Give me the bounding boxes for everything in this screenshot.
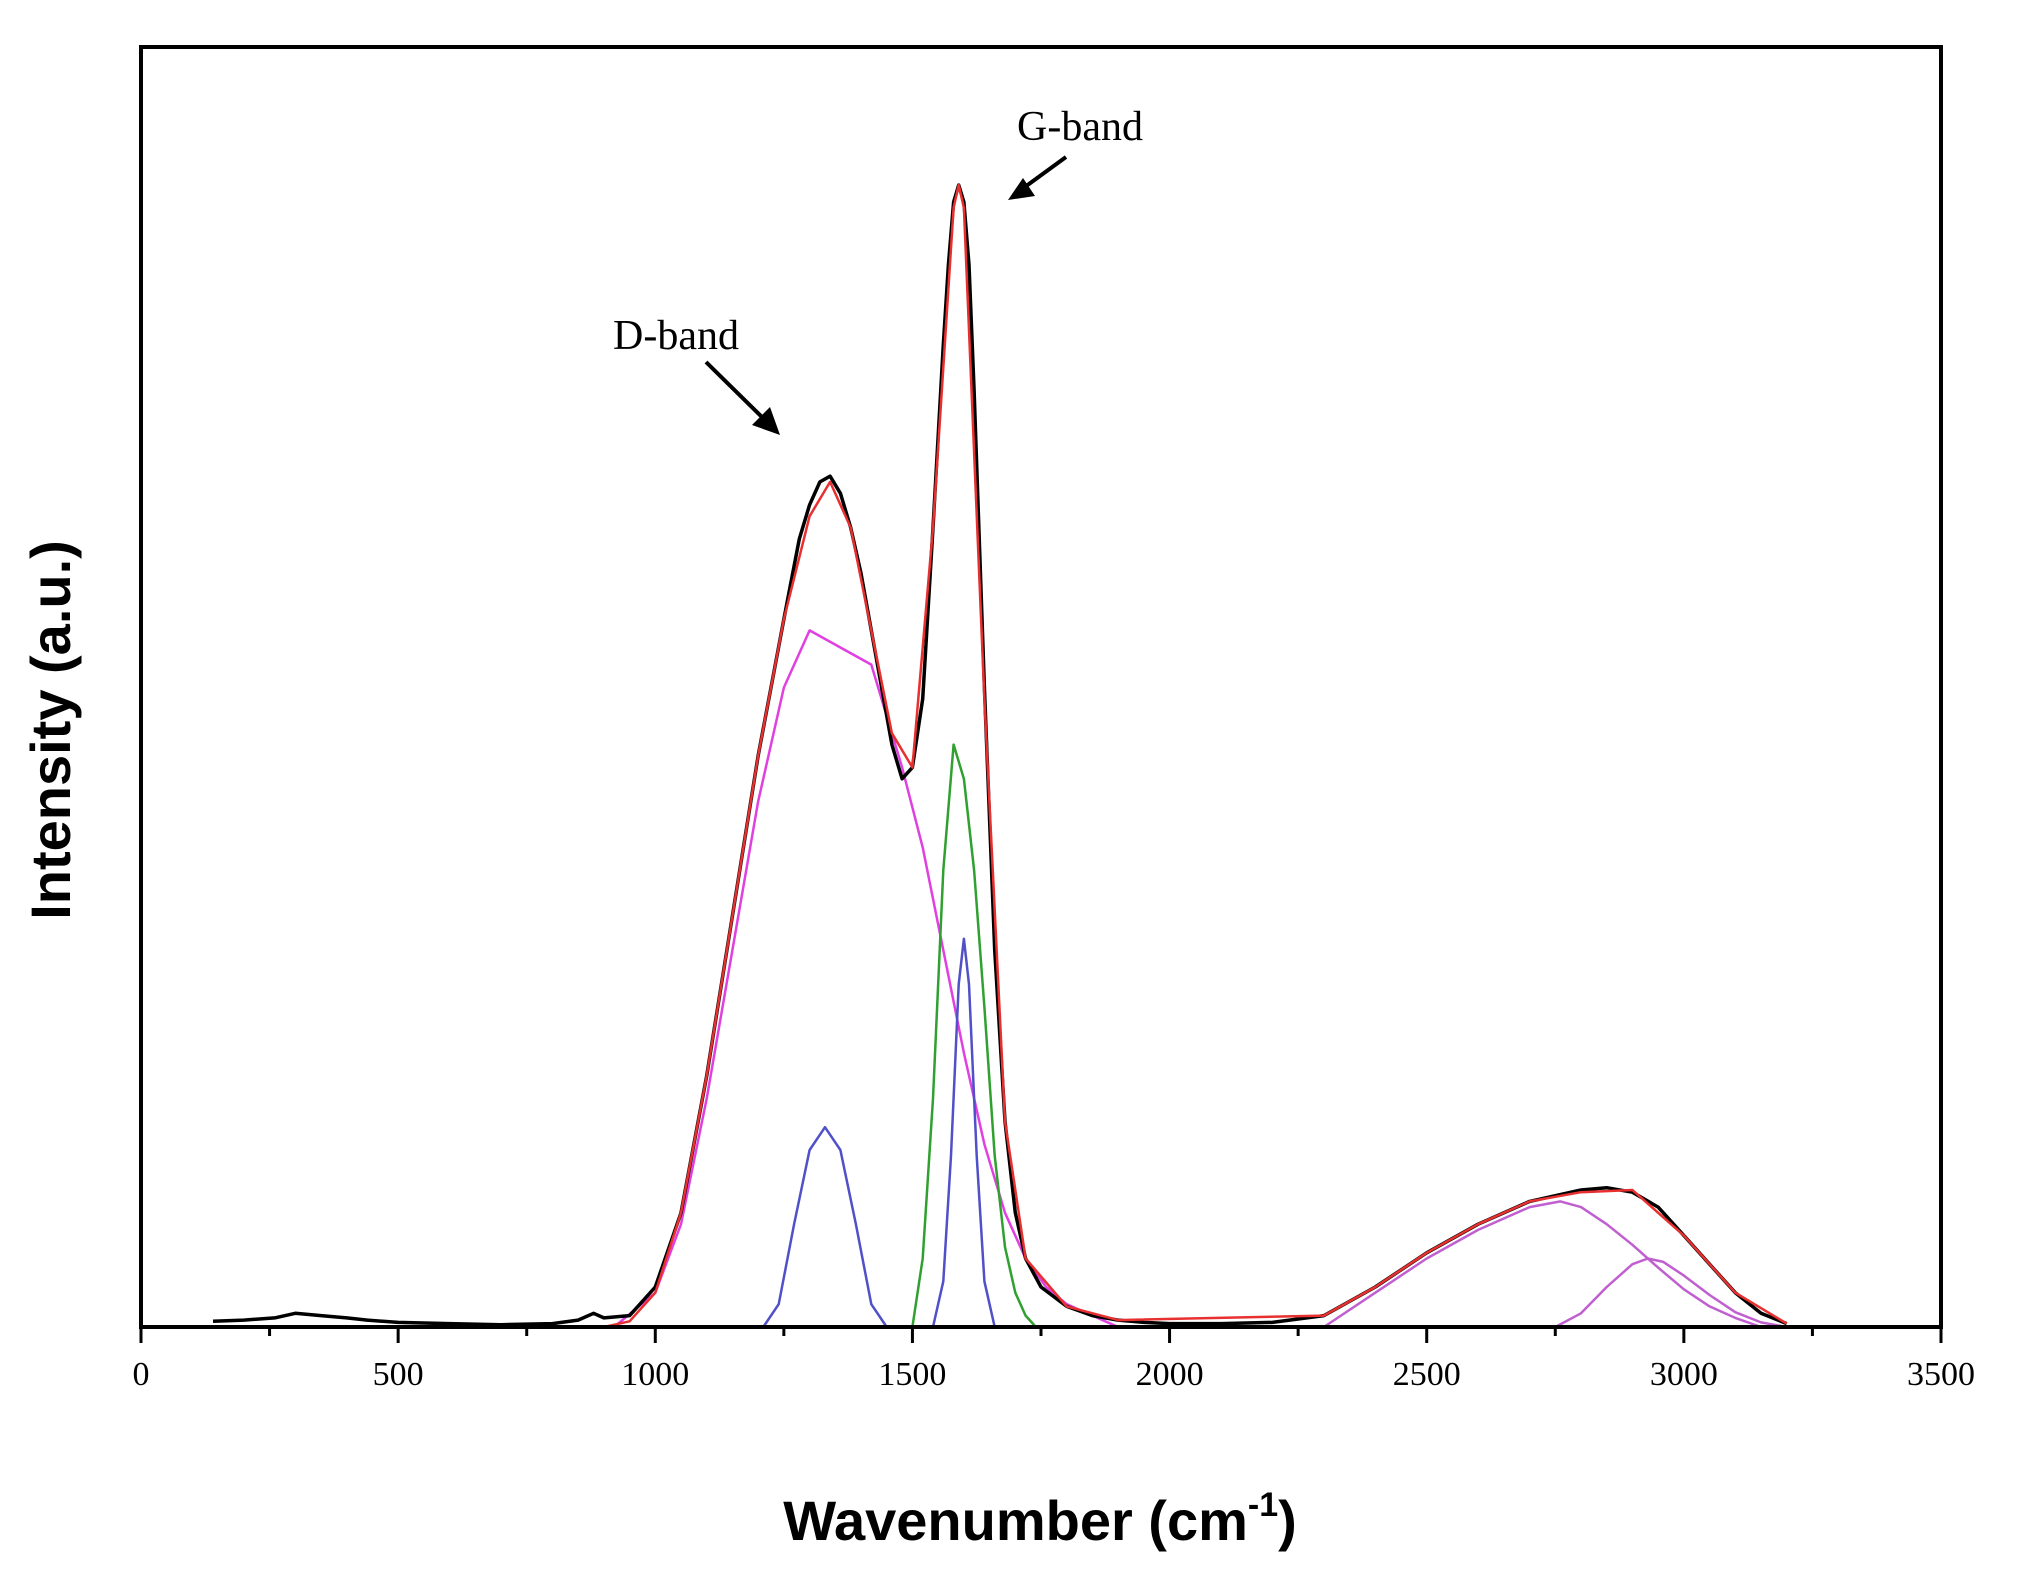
annotation-d-band-arrow [704, 360, 772, 427]
x-tick-label: 1500 [878, 1356, 946, 1393]
series-line-cumulative-fit [603, 183, 1788, 1329]
x-tick-label: 3000 [1650, 1356, 1718, 1393]
annotation-d-band-arrowhead [752, 407, 780, 435]
series-line-d-g-component [1554, 1257, 1787, 1329]
series-line-d-component [931, 937, 996, 1328]
x-tick-label: 2500 [1393, 1356, 1461, 1393]
series-line-d-component-narrow [762, 1125, 888, 1328]
x-ticks: 0 500 1000 1500 2000 2500 3000 3500 [133, 1327, 1975, 1393]
x-tick-label: 0 [133, 1356, 150, 1393]
x-tick-label: 1000 [621, 1356, 689, 1393]
annotation-g-band-arrowhead [1008, 178, 1035, 200]
plot-frame [139, 45, 1943, 1329]
x-tick-label: 500 [373, 1356, 424, 1393]
series-line-g-component [911, 743, 1037, 1328]
y-axis-title: Intensity (a.u.) [19, 540, 82, 920]
x-tick-label: 2000 [1136, 1356, 1204, 1393]
annotation-d-band-label: D-band [613, 313, 739, 359]
x-axis-title: Wavenumber (cm-1) [783, 1486, 1297, 1552]
series-layer [212, 183, 1788, 1329]
annotation-g-band-label: G-band [1017, 104, 1143, 150]
series-line-2d-component [1323, 1200, 1762, 1329]
x-tick-label: 3500 [1907, 1356, 1975, 1393]
series-line-d-component-broad [613, 629, 1119, 1329]
series-line-measured-spectrum [212, 183, 1788, 1327]
